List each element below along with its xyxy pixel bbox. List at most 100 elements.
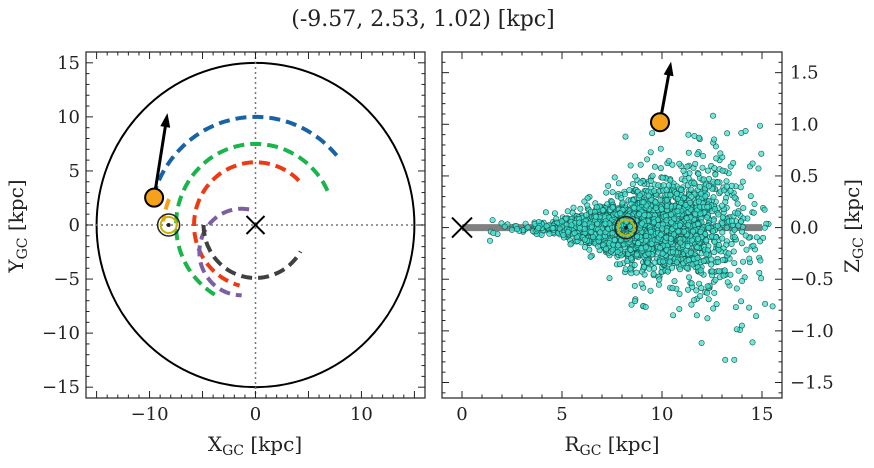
star-point — [656, 276, 663, 283]
star-point — [714, 179, 721, 186]
star-point — [711, 165, 718, 172]
star-point — [746, 255, 753, 262]
star-point — [524, 224, 531, 231]
star-point — [709, 268, 716, 275]
star-point — [699, 164, 706, 171]
star-point — [583, 212, 590, 219]
star-point — [676, 222, 683, 229]
star-point — [705, 183, 712, 190]
velocity-arrow-shaft — [152, 118, 168, 198]
object-position-marker — [144, 187, 165, 208]
star-point — [753, 234, 760, 241]
star-point — [674, 208, 681, 215]
star-point — [651, 163, 658, 170]
y-tick-label-right: −0.5 — [790, 269, 834, 290]
spiral-arm-red-arm — [192, 160, 301, 288]
star-point — [743, 246, 750, 253]
star-point — [577, 205, 584, 212]
star-point — [721, 267, 728, 274]
y-axis-label-right: ZGC [kpc] — [840, 179, 867, 273]
star-point — [676, 266, 683, 273]
star-point — [564, 228, 571, 235]
star-point — [652, 199, 659, 206]
star-point — [688, 193, 695, 200]
star-point — [581, 198, 588, 205]
star-point — [641, 212, 648, 219]
star-point — [645, 192, 652, 199]
star-point — [660, 182, 667, 189]
star-point — [700, 258, 707, 265]
object-position-marker-right — [650, 112, 670, 133]
star-point — [676, 290, 683, 297]
star-point — [695, 134, 702, 141]
star-point — [593, 204, 600, 211]
y-tick-label-left: 5 — [69, 161, 80, 182]
star-point — [513, 226, 520, 233]
star-point — [663, 187, 670, 194]
star-point — [731, 260, 738, 267]
star-point — [581, 236, 588, 243]
y-tick-label-right: 1.0 — [790, 114, 819, 135]
star-point — [722, 356, 729, 363]
star-point — [753, 313, 760, 320]
star-point — [633, 269, 640, 276]
star-point — [551, 210, 558, 217]
star-point — [652, 204, 659, 211]
star-point — [742, 128, 749, 135]
star-point — [676, 305, 683, 312]
star-point — [647, 287, 654, 294]
star-point — [733, 285, 740, 292]
star-point — [757, 257, 764, 264]
star-point — [570, 204, 577, 211]
spiral-arm-blue-arm — [150, 114, 339, 202]
sun-outer-ring-right — [614, 215, 638, 240]
x-tick-label-right: 10 — [651, 404, 674, 425]
star-point — [711, 289, 718, 296]
star-point — [667, 235, 674, 242]
star-point — [681, 177, 688, 184]
star-point — [663, 197, 670, 204]
star-point — [581, 244, 588, 251]
star-point — [642, 303, 649, 310]
x-axis-label-right: RGC [kpc] — [564, 432, 659, 459]
star-point — [712, 171, 719, 178]
star-point — [647, 228, 654, 235]
star-point — [632, 173, 639, 180]
y-axis-label-left: YGC [kpc] — [4, 179, 31, 273]
star-point — [703, 214, 710, 221]
star-point — [638, 220, 645, 227]
star-point — [584, 202, 591, 209]
star-point — [751, 201, 758, 208]
star-point — [730, 160, 737, 167]
star-point — [631, 261, 638, 268]
star-point — [637, 161, 644, 168]
star-point — [715, 242, 722, 249]
star-point — [685, 149, 692, 156]
star-point — [581, 226, 588, 233]
star-point — [626, 223, 633, 230]
star-point — [501, 223, 508, 230]
star-point — [718, 202, 725, 209]
star-point — [564, 208, 571, 215]
star-point — [668, 219, 675, 226]
star-point — [694, 151, 701, 158]
star-point — [538, 232, 545, 239]
velocity-arrow-head — [160, 113, 171, 128]
star-point — [631, 204, 638, 211]
star-point — [568, 222, 575, 229]
star-point — [486, 237, 493, 244]
star-point — [703, 289, 710, 296]
star-point — [694, 220, 701, 227]
star-point — [664, 268, 671, 275]
star-point — [695, 170, 702, 177]
star-point — [719, 167, 726, 174]
star-point — [657, 165, 664, 172]
star-point — [684, 286, 691, 293]
star-point — [628, 255, 635, 262]
star-point — [684, 163, 691, 170]
star-point — [722, 198, 729, 205]
star-point — [717, 150, 724, 157]
sun-center-dot — [166, 223, 171, 227]
star-point — [684, 264, 691, 271]
x-tick-label-left: 10 — [350, 404, 373, 425]
